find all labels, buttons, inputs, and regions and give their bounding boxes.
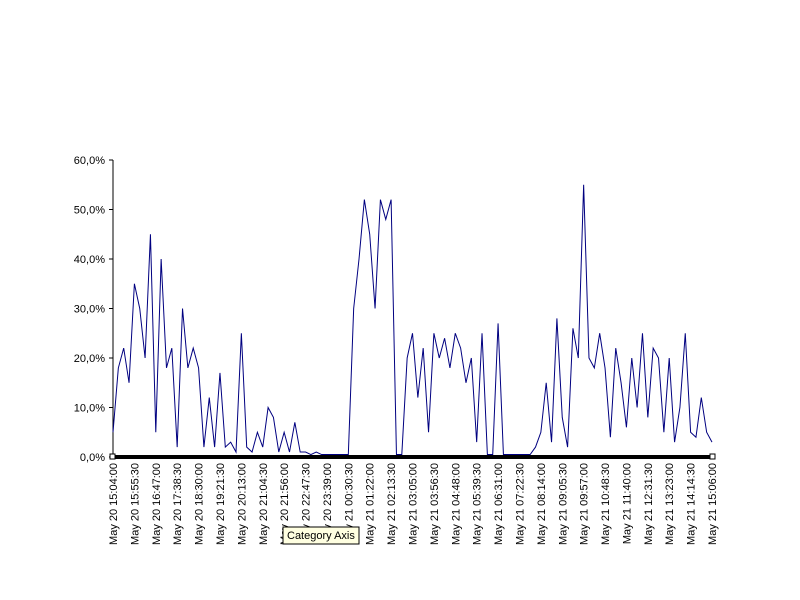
x-tick-label: May 20 21:56:00	[279, 463, 291, 545]
x-tick-label: May 21 15:06:00	[707, 463, 719, 545]
data-line	[112, 184, 713, 456]
x-tick-label: May 20 23:39:00	[322, 463, 334, 545]
x-tick-label: May 20 19:21:30	[215, 463, 227, 545]
x-tick-label: May 20 18:30:00	[194, 463, 206, 545]
x-tick-label: May 20 17:38:30	[172, 463, 184, 545]
x-tick-label: May 21 10:48:30	[600, 463, 612, 545]
x-tick-label: May 21 01:22:00	[365, 463, 377, 545]
y-tick-label: 20,0%	[74, 353, 105, 365]
x-tick-label: May 20 20:13:00	[236, 463, 248, 545]
x-tick-label: May 21 06:31:00	[493, 463, 505, 545]
x-tick-label: May 21 09:57:00	[579, 463, 591, 545]
x-tick-label: May 20 21:04:30	[258, 463, 270, 545]
y-tick-label: 50,0%	[74, 205, 105, 217]
tooltip-text: Category Axis	[287, 530, 355, 542]
axis-handle	[709, 453, 716, 460]
x-tick-label: May 20 22:47:30	[301, 463, 313, 545]
x-tick-label: May 21 14:14:30	[686, 463, 698, 545]
x-tick-label: May 20 15:55:30	[129, 463, 141, 545]
y-tick-label: 0,0%	[80, 452, 105, 464]
x-tick-label: May 21 02:13:30	[386, 463, 398, 545]
x-tick-label: May 21 07:22:30	[514, 463, 526, 545]
x-tick-label: May 21 08:14:00	[536, 463, 548, 545]
x-tick-label: May 20 15:04:00	[108, 463, 120, 545]
x-tick-label: May 21 04:48:00	[450, 463, 462, 545]
x-tick-label: May 21 12:31:30	[643, 463, 655, 545]
x-tick-label: May 21 00:30:30	[343, 463, 355, 545]
x-tick-label: May 21 11:40:00	[621, 463, 633, 544]
x-tick-label: May 21 03:05:00	[408, 463, 420, 545]
y-tick-label: 60,0%	[74, 155, 105, 167]
x-tick-label: May 20 16:47:00	[151, 463, 163, 545]
x-tick-label: May 21 09:05:30	[557, 463, 569, 545]
y-tick-label: 30,0%	[74, 304, 105, 316]
axis-handle	[109, 453, 116, 460]
x-tick-label: May 21 13:23:00	[664, 463, 676, 545]
y-tick-label: 10,0%	[74, 403, 105, 415]
x-tick-label: May 21 05:39:30	[472, 463, 484, 545]
y-tick-label: 40,0%	[74, 254, 105, 266]
x-tick-label: May 21 03:56:30	[429, 463, 441, 545]
tooltip-box	[282, 526, 360, 545]
